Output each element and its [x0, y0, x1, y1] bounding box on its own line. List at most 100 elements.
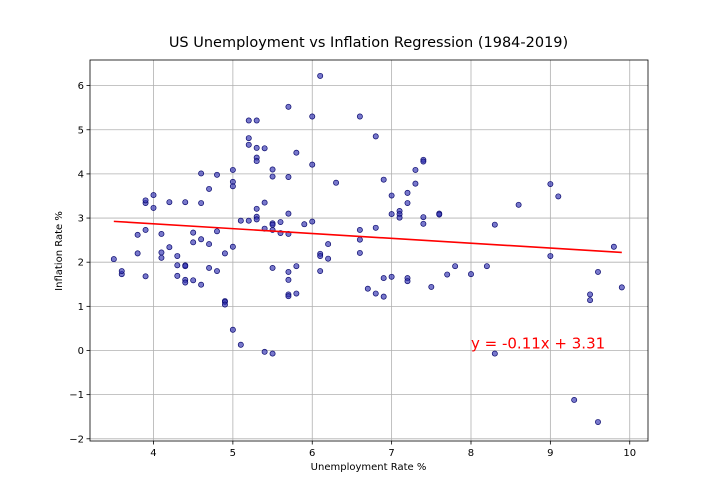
data-point [372, 290, 379, 297]
data-point [515, 201, 522, 208]
data-point [158, 230, 165, 237]
data-point [356, 113, 363, 120]
data-point [206, 264, 213, 271]
data-point [245, 141, 252, 148]
data-point [253, 216, 260, 223]
data-point [285, 210, 292, 217]
data-point [420, 220, 427, 227]
data-point [182, 279, 189, 286]
data-point [595, 268, 601, 275]
data-point [317, 268, 324, 274]
data-point [380, 293, 387, 300]
data-point [285, 293, 292, 300]
y-tick-label: −1 [69, 390, 84, 401]
data-point [587, 291, 594, 298]
x-tick-label: 10 [623, 448, 636, 459]
data-point [134, 231, 141, 238]
data-point [388, 273, 395, 280]
data-point [436, 211, 443, 218]
data-point [253, 158, 260, 165]
data-point [174, 272, 181, 279]
data-point [198, 281, 205, 288]
data-point [245, 117, 252, 124]
x-tick-label: 6 [309, 448, 315, 459]
y-tick-label: 1 [78, 302, 84, 313]
x-tick-label: 5 [230, 448, 236, 459]
data-point [206, 241, 213, 248]
data-point [364, 285, 371, 292]
data-point [261, 348, 268, 355]
data-point [356, 227, 363, 233]
data-point [428, 283, 435, 290]
data-point [198, 236, 205, 243]
x-tick-label: 4 [150, 448, 156, 459]
data-point [483, 263, 490, 270]
data-point [293, 263, 300, 270]
y-tick-label: 6 [78, 81, 84, 92]
data-point [229, 243, 236, 250]
data-point [404, 189, 411, 196]
data-point [237, 217, 244, 224]
data-point [618, 284, 625, 291]
data-point [412, 166, 419, 173]
data-point [134, 250, 141, 257]
grid-lines [90, 60, 648, 441]
data-point [237, 341, 244, 348]
data-point [595, 419, 601, 425]
data-point [293, 290, 300, 297]
data-point [356, 236, 363, 243]
data-point [221, 250, 228, 257]
data-point [142, 197, 149, 204]
data-point [293, 149, 300, 156]
data-point [547, 181, 554, 188]
data-point [182, 199, 189, 206]
data-point [253, 117, 260, 124]
data-point [317, 253, 324, 259]
data-point [142, 227, 149, 233]
data-point [269, 264, 276, 271]
y-tick-label: 4 [78, 169, 84, 180]
data-point [245, 135, 252, 142]
y-axis-label: Inflation Rate % [54, 211, 65, 291]
x-tick-label: 8 [468, 448, 474, 459]
data-point [158, 254, 165, 261]
data-point [491, 350, 498, 357]
data-point [444, 271, 451, 278]
x-axis-label: Unemployment Rate % [311, 462, 427, 473]
data-point [158, 249, 165, 256]
data-point [261, 145, 268, 152]
data-point [261, 199, 268, 206]
x-tick-label: 7 [388, 448, 394, 459]
data-point [491, 221, 498, 228]
y-tick-label: −2 [69, 434, 84, 445]
data-point [190, 229, 197, 236]
data-point [253, 205, 260, 212]
data-point [166, 199, 173, 206]
data-point [182, 263, 189, 270]
y-tick-label: 5 [78, 125, 84, 136]
data-point [150, 204, 157, 211]
regression-equation-label: y = -0.11x + 3.31 [471, 334, 605, 352]
data-point [245, 217, 252, 224]
data-point [253, 144, 260, 151]
data-point [285, 268, 292, 275]
y-tick-label: 2 [78, 258, 84, 269]
data-point [404, 200, 411, 206]
data-point [309, 218, 316, 225]
data-point [380, 176, 387, 183]
data-point [412, 180, 419, 187]
data-point [229, 183, 236, 190]
data-point [356, 249, 363, 256]
data-point [468, 271, 474, 278]
data-point [372, 133, 379, 140]
data-point [333, 179, 340, 186]
data-point [206, 185, 213, 192]
data-point [317, 72, 324, 79]
data-point [452, 263, 459, 270]
data-point [309, 161, 316, 168]
data-point [325, 255, 332, 262]
data-point [309, 113, 316, 120]
data-point [198, 200, 205, 206]
regression-line [113, 220, 622, 254]
